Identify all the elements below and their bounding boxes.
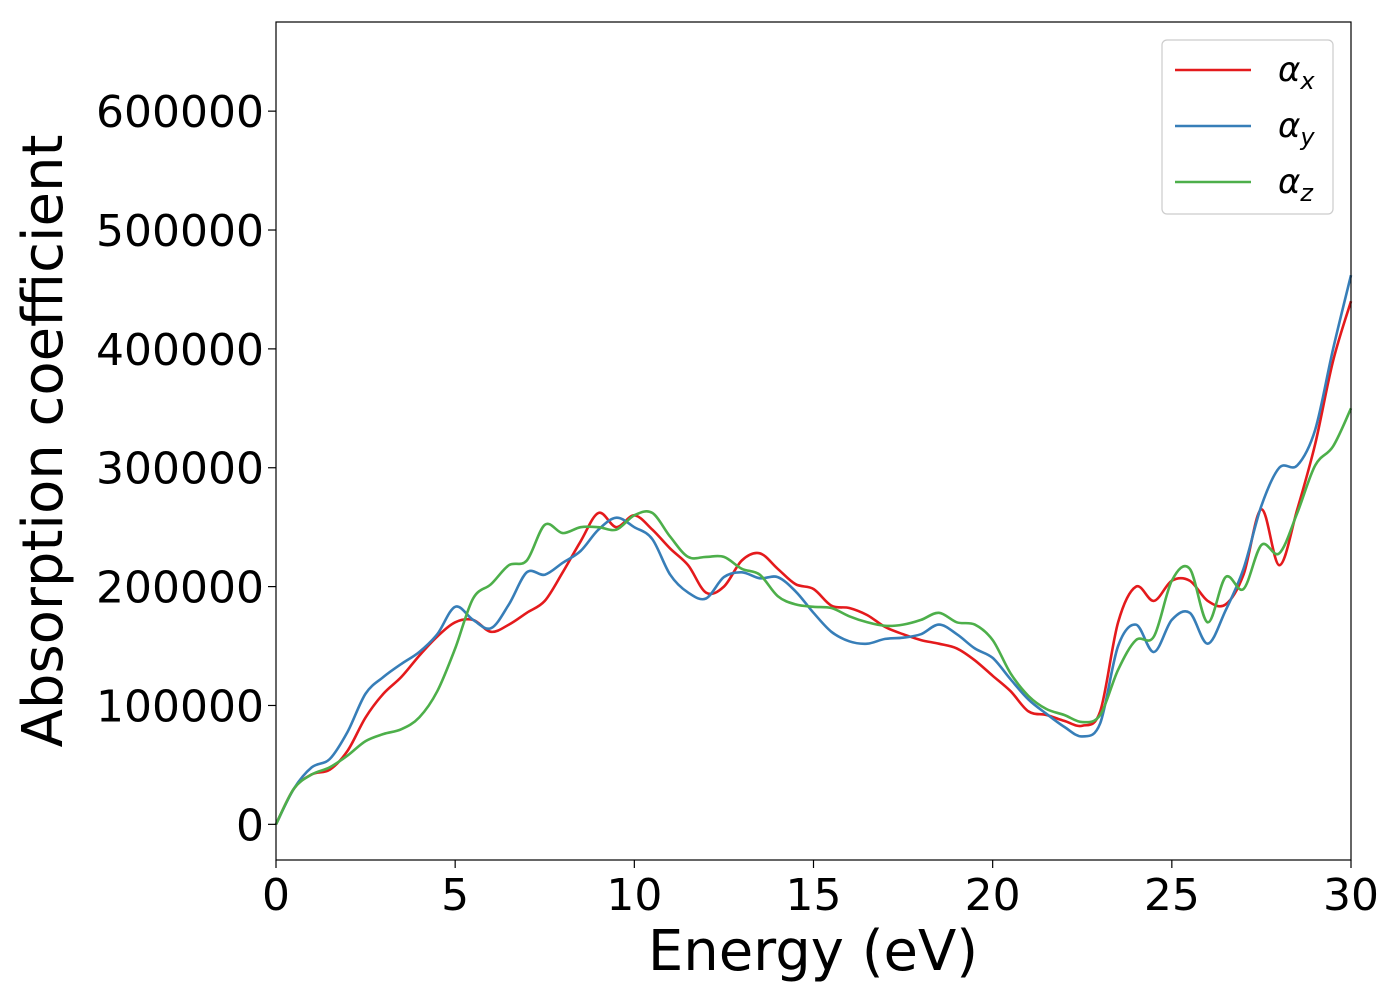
x-tick-label: 15 (786, 870, 842, 921)
x-tick-label: 20 (965, 870, 1021, 921)
y-tick-label: 200000 (96, 563, 264, 614)
x-axis-title: Energy (eV) (648, 919, 978, 984)
x-tick-label: 10 (606, 870, 662, 921)
y-tick-label: 600000 (96, 87, 264, 138)
x-axis-ticks: 0 5 10 15 20 25 30 (262, 860, 1379, 921)
x-tick-label: 30 (1323, 870, 1379, 921)
series-line-x (274, 300, 1353, 825)
legend-label-y: αy (1278, 106, 1315, 151)
y-tick-label: 500000 (96, 206, 264, 257)
y-axis-ticks: 0 100000 200000 300000 400000 500000 600000 (96, 87, 276, 851)
legend: αx αy αz (1161, 39, 1334, 215)
legend-items: αx αy αz (1175, 50, 1315, 207)
y-tick-label: 0 (236, 800, 264, 851)
legend-label-x: αx (1278, 50, 1315, 95)
x-tick-label: 0 (262, 870, 290, 921)
series-line-z (274, 407, 1353, 825)
legend-label-z: αz (1278, 162, 1314, 207)
y-tick-label: 300000 (96, 444, 264, 495)
series-line-y (274, 274, 1353, 825)
x-tick-label: 5 (441, 870, 469, 921)
series-layer (274, 274, 1353, 825)
y-axis-title: Absorption coefficient (11, 135, 76, 748)
y-tick-label: 400000 (96, 325, 264, 376)
x-tick-label: 25 (1144, 870, 1200, 921)
y-tick-label: 100000 (96, 681, 264, 732)
